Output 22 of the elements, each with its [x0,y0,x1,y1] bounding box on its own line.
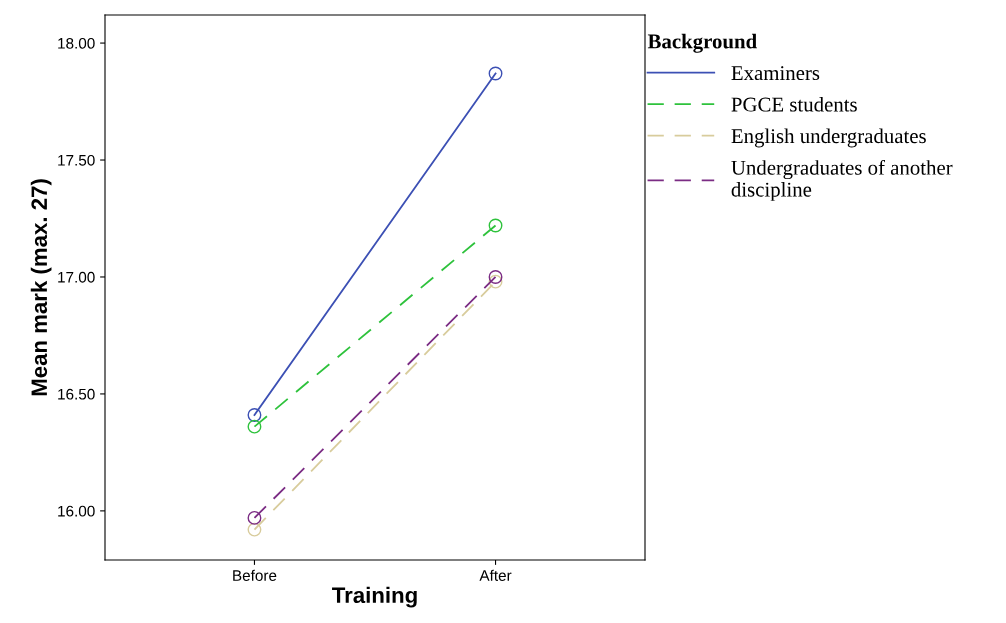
y-tick-label: 17.50 [58,154,95,166]
point [247,522,262,537]
point [247,408,262,422]
legend-label: PGCE students [731,96,857,112]
y-tick-label: 18.00 [58,37,95,49]
point [488,218,503,233]
y-axis-title: Mean mark (max. 27) [30,179,52,396]
x-tick-label: After [479,569,512,581]
legend-title: Background [647,33,757,53]
point [247,419,262,434]
x-tick-label: Before [233,569,277,581]
legend-label: Undergraduates of another discipline [731,159,953,201]
y-tick-label: 16.00 [58,505,95,517]
point [488,270,503,284]
point [247,510,262,525]
point [488,66,503,81]
point [488,274,503,289]
x-axis-title: Training [332,586,417,608]
y-tick-label: 17.00 [58,271,95,283]
y-tick-label: 16.50 [58,388,95,400]
legend-label: English undergraduates [731,128,926,148]
legend-label: Examiners [731,66,820,81]
